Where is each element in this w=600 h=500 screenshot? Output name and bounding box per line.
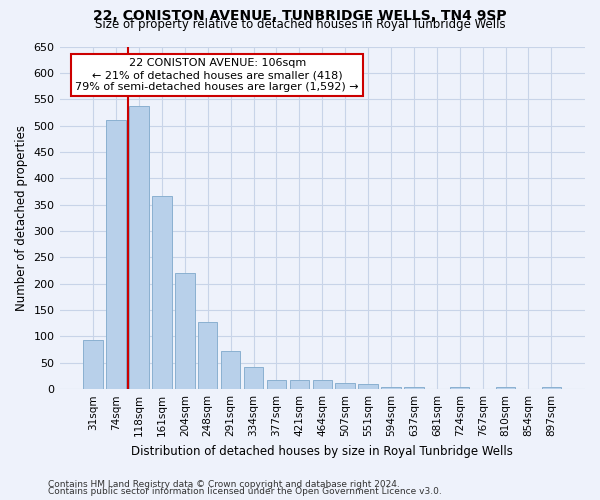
Text: Contains HM Land Registry data © Crown copyright and database right 2024.: Contains HM Land Registry data © Crown c… [48,480,400,489]
Bar [335,383,355,389]
Bar [290,380,309,389]
Bar [152,196,172,389]
Bar [83,340,103,389]
Bar [313,380,332,389]
Bar [496,386,515,389]
Bar [381,386,401,389]
Bar [267,380,286,389]
Bar [129,106,149,389]
Text: Contains public sector information licensed under the Open Government Licence v3: Contains public sector information licen… [48,488,442,496]
Bar [175,273,194,389]
Bar [542,386,561,389]
Text: 22, CONISTON AVENUE, TUNBRIDGE WELLS, TN4 9SP: 22, CONISTON AVENUE, TUNBRIDGE WELLS, TN… [93,9,507,23]
Bar [404,387,424,389]
Bar [450,386,469,389]
Bar [358,384,378,389]
Text: 22 CONISTON AVENUE: 106sqm
← 21% of detached houses are smaller (418)
79% of sem: 22 CONISTON AVENUE: 106sqm ← 21% of deta… [76,58,359,92]
Bar [244,367,263,389]
X-axis label: Distribution of detached houses by size in Royal Tunbridge Wells: Distribution of detached houses by size … [131,444,513,458]
Bar [221,351,241,389]
Bar [198,322,217,389]
Y-axis label: Number of detached properties: Number of detached properties [15,125,28,311]
Text: Size of property relative to detached houses in Royal Tunbridge Wells: Size of property relative to detached ho… [95,18,505,31]
Bar [106,120,126,389]
